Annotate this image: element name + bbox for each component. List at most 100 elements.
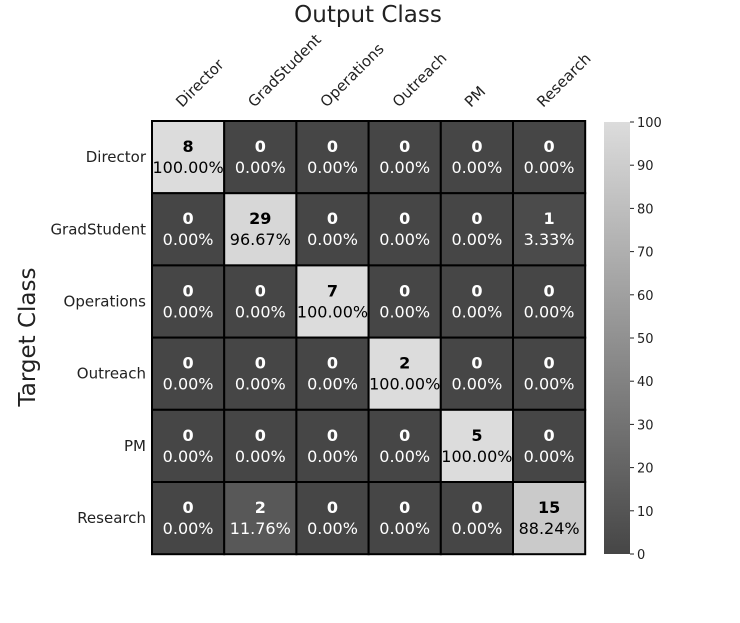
matrix-cell (223, 120, 298, 195)
cell-count: 0 (471, 498, 482, 517)
cell-percent: 0.00% (451, 302, 502, 321)
column-label: PM (461, 83, 489, 111)
colorbar-ticks: 0 10 20 30 40 50 60 70 80 90 100 (630, 116, 662, 563)
matrix-cell (512, 120, 587, 195)
cell-count: 15 (538, 498, 560, 517)
colorbar-tick-label: 60 (637, 289, 654, 304)
cell-percent: 0.00% (524, 447, 575, 466)
row-label: GradStudent (50, 220, 146, 238)
cell-count: 0 (471, 137, 482, 156)
cell-percent: 100.00% (441, 447, 512, 466)
row-label: Operations (64, 293, 147, 311)
chart-title: Output Class (294, 2, 442, 28)
cell-count: 0 (544, 281, 555, 300)
cell-percent: 0.00% (235, 158, 286, 177)
matrix-cell (295, 408, 370, 483)
cell-count: 0 (255, 354, 266, 373)
cell-count: 0 (399, 498, 410, 517)
cell-count: 0 (255, 137, 266, 156)
matrix-cell (367, 408, 442, 483)
cell-count: 0 (544, 354, 555, 373)
matrix-cell (223, 264, 298, 339)
row-labels: Director GradStudent Operations Outreach PM R… (50, 148, 146, 527)
cell-percent: 0.00% (451, 230, 502, 249)
cell-percent: 0.00% (379, 519, 430, 538)
cell-percent: 0.00% (307, 158, 358, 177)
matrix-cell (223, 336, 298, 411)
matrix-cell (439, 264, 514, 339)
cell-percent: 0.00% (163, 302, 214, 321)
cell-percent: 0.00% (235, 302, 286, 321)
cell-count: 5 (471, 426, 482, 445)
cell-percent: 0.00% (379, 447, 430, 466)
matrix-cell (439, 336, 514, 411)
colorbar-tick-label: 90 (637, 159, 654, 174)
colorbar-tick-label: 40 (637, 375, 654, 390)
cell-count: 0 (399, 426, 410, 445)
cell-count: 0 (255, 426, 266, 445)
cell-percent: 0.00% (451, 375, 502, 394)
colorbar-gradient (604, 122, 630, 554)
cell-percent: 100.00% (153, 158, 224, 177)
cell-percent: 0.00% (307, 230, 358, 249)
y-axis-label: Target Class (15, 268, 41, 408)
cell-count: 0 (183, 209, 194, 228)
cell-percent: 0.00% (379, 230, 430, 249)
cell-percent: 0.00% (235, 447, 286, 466)
matrix-cell (151, 120, 226, 195)
cell-percent: 0.00% (163, 447, 214, 466)
row-label: Outreach (77, 365, 146, 383)
cell-count: 0 (327, 426, 338, 445)
colorbar-tick-label: 80 (637, 202, 654, 217)
colorbar-tick-label: 100 (637, 116, 662, 131)
row-label: PM (124, 437, 146, 455)
cell-percent: 0.00% (524, 375, 575, 394)
colorbar-tick-label: 30 (637, 418, 654, 433)
cell-count: 29 (249, 209, 271, 228)
column-label: Research (533, 49, 594, 110)
column-label: Operations (317, 40, 388, 111)
matrix-cell (367, 481, 442, 556)
cell-count: 0 (183, 426, 194, 445)
cell-count: 0 (327, 137, 338, 156)
row-label: Director (86, 148, 147, 166)
matrix-cell (367, 192, 442, 267)
cell-percent: 3.33% (524, 230, 575, 249)
cell-percent: 0.00% (451, 519, 502, 538)
cell-percent: 11.76% (230, 519, 291, 538)
matrix-cells: 8100.00%00.00%00.00%00.00%00.00%00.00%00… (151, 120, 587, 556)
cell-percent: 100.00% (369, 375, 440, 394)
column-label: GradStudent (244, 30, 324, 110)
cell-count: 0 (327, 354, 338, 373)
colorbar-tick-label: 70 (637, 246, 654, 261)
column-label: Outreach (389, 49, 451, 111)
colorbar-tick-label: 50 (637, 332, 654, 347)
cell-count: 7 (327, 281, 338, 300)
cell-count: 0 (399, 137, 410, 156)
matrix-cell (512, 408, 587, 483)
matrix-cell (151, 481, 226, 556)
cell-count: 0 (327, 498, 338, 517)
cell-count: 0 (544, 426, 555, 445)
matrix-cell (512, 264, 587, 339)
cell-percent: 96.67% (230, 230, 291, 249)
cell-percent: 0.00% (163, 375, 214, 394)
cell-percent: 0.00% (307, 447, 358, 466)
cell-count: 0 (471, 209, 482, 228)
matrix-cell (223, 192, 298, 267)
colorbar-tick-label: 0 (637, 548, 645, 563)
cell-percent: 0.00% (379, 158, 430, 177)
cell-count: 0 (327, 209, 338, 228)
cell-count: 0 (544, 137, 555, 156)
cell-percent: 100.00% (297, 302, 368, 321)
matrix-cell (439, 481, 514, 556)
cell-percent: 0.00% (307, 519, 358, 538)
column-label: Director (172, 55, 228, 111)
cell-percent: 0.00% (451, 158, 502, 177)
cell-count: 0 (183, 498, 194, 517)
cell-percent: 0.00% (307, 375, 358, 394)
cell-count: 0 (183, 354, 194, 373)
row-label: Research (77, 509, 146, 527)
